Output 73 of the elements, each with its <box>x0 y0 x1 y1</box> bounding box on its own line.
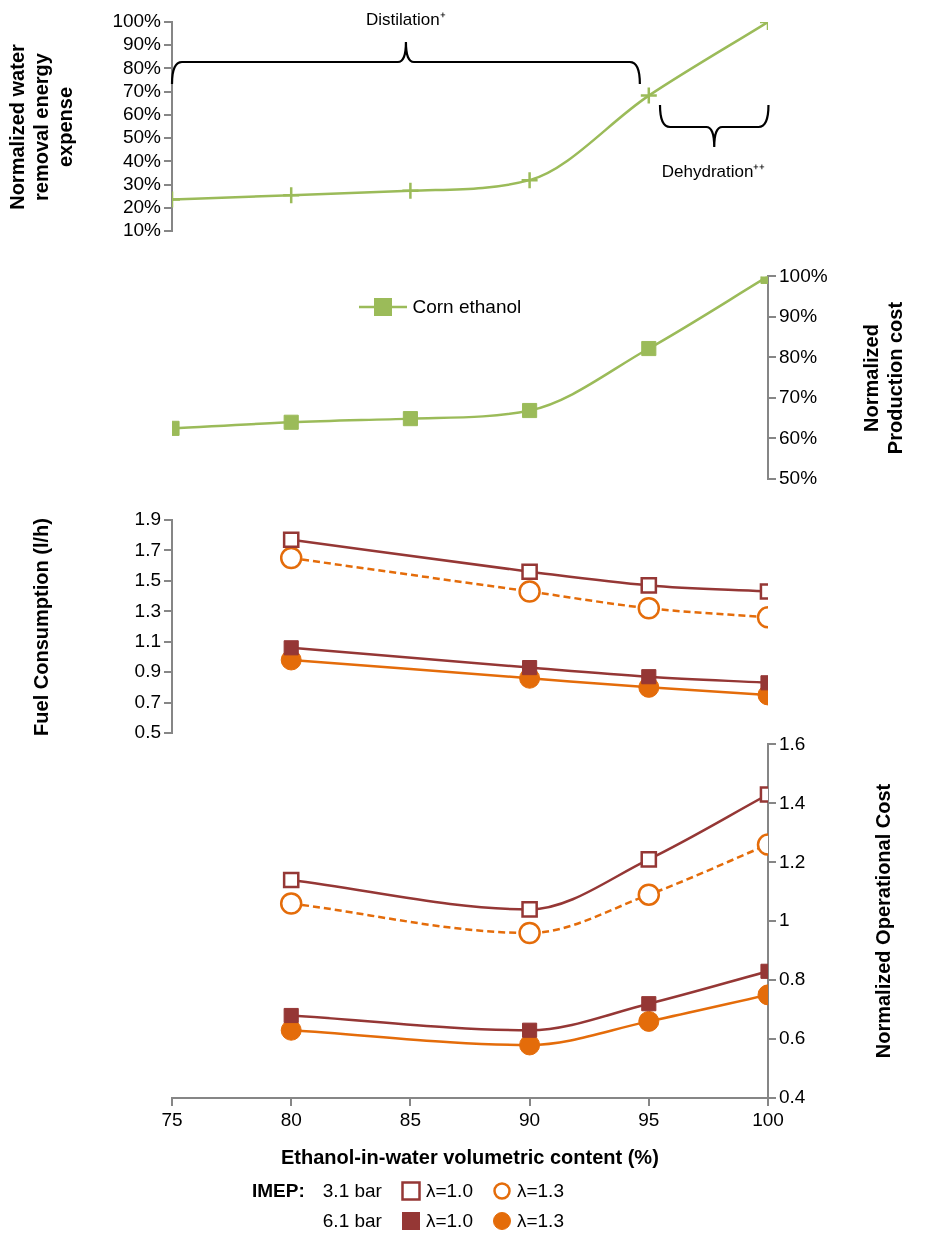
text: 6.1 bar <box>322 1210 382 1232</box>
point <box>641 996 657 1012</box>
y-tick-label: 1.9 <box>134 508 161 530</box>
point <box>640 851 658 868</box>
point <box>638 1010 660 1032</box>
legend-title: IMEP: <box>252 1180 305 1202</box>
point <box>637 883 661 906</box>
point <box>518 921 541 945</box>
y2-tick-label: 80% <box>779 345 818 367</box>
point <box>283 1007 299 1024</box>
y-axis-title: Fuel Consumption (l/h) <box>28 516 52 738</box>
legend-label: λ=1.3 <box>516 1180 564 1202</box>
text: 3.1 bar <box>322 1180 382 1202</box>
x-tick-label: 80 <box>280 1108 302 1130</box>
point <box>522 402 538 419</box>
point <box>641 669 657 685</box>
y2-tick-label: 0.8 <box>779 968 806 990</box>
y-tick-label: 1.7 <box>134 538 161 560</box>
x-tick-label: 75 <box>161 1108 183 1130</box>
x-tick-label: 85 <box>399 1108 421 1130</box>
y-axis-title: Normalized water removal energy expense <box>4 42 76 212</box>
y-tick-label: 1.5 <box>134 569 161 591</box>
y2-tick-label: 100% <box>779 264 828 286</box>
y2-tick-label: 1.4 <box>779 791 806 813</box>
point <box>522 660 538 676</box>
legend-label: λ=1.3 <box>516 1210 564 1232</box>
point <box>282 531 300 549</box>
y2-tick-label: 0.6 <box>779 1027 806 1049</box>
annotation: Dehydration⁺⁺ <box>661 160 766 182</box>
y-tick-label: 70% <box>122 79 162 101</box>
point <box>522 1022 538 1038</box>
y-tick-label: 0.9 <box>134 660 161 682</box>
y2-tick-label: 90% <box>779 305 818 327</box>
point <box>521 901 538 918</box>
y-tick-label: 60% <box>122 103 162 125</box>
y-tick-label: 40% <box>122 149 162 171</box>
y-tick-label: 20% <box>122 196 162 218</box>
point <box>279 546 303 570</box>
point <box>282 871 300 889</box>
y2-axis-title: Normalized Operational Cost <box>871 782 895 1061</box>
y2-tick-label: 60% <box>779 426 818 448</box>
x-axis-title: Ethanol-in-water volumetric content (%) <box>281 1146 659 1169</box>
y-tick-label: 1.1 <box>134 629 161 651</box>
legend-label: Corn ethanol <box>412 296 522 319</box>
y2-tick-label: 0.4 <box>779 1086 806 1108</box>
point <box>637 596 661 620</box>
y2-tick-label: 70% <box>779 386 818 408</box>
y2-tick-label: 1.2 <box>779 850 806 872</box>
y-tick-label: 80% <box>122 56 162 78</box>
point <box>283 640 299 656</box>
y2-tick-label: 1.6 <box>779 732 806 754</box>
legend-label: λ=1.0 <box>425 1210 473 1232</box>
y-tick-label: 0.5 <box>134 721 161 743</box>
y2-axis-title: Normalized Production cost <box>859 300 907 456</box>
x-tick-label: 95 <box>638 1108 660 1130</box>
point <box>521 563 538 581</box>
point <box>279 892 303 915</box>
x-tick-label: 90 <box>519 1108 541 1130</box>
y-tick-label: 50% <box>122 126 162 148</box>
y-tick-label: 100% <box>112 10 162 32</box>
y2-tick-label: 1 <box>779 909 790 931</box>
point <box>640 577 658 594</box>
legend-label: λ=1.0 <box>425 1180 473 1202</box>
annotation: Distilation⁺ <box>365 8 446 30</box>
x-tick-label: 100 <box>752 1108 784 1130</box>
y-tick-label: 90% <box>122 33 162 55</box>
y-tick-label: 30% <box>122 172 162 194</box>
point <box>518 580 541 603</box>
y2-tick-label: 50% <box>779 467 818 489</box>
y-tick-label: 10% <box>122 219 162 241</box>
y-tick-label: 1.3 <box>134 599 161 621</box>
point <box>402 411 418 427</box>
y-tick-label: 0.7 <box>134 690 161 712</box>
